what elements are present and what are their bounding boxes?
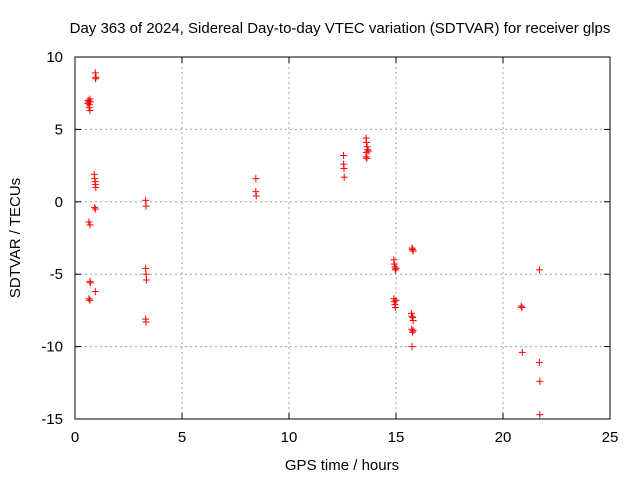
data-point (364, 147, 372, 155)
data-point (409, 327, 417, 335)
data-point (91, 288, 99, 296)
data-point (517, 302, 525, 310)
y-tick-label: -15 (41, 411, 63, 428)
data-point (340, 151, 348, 159)
x-tick-label: 25 (602, 429, 619, 446)
x-axis-label: GPS time / hours (285, 457, 399, 474)
data-point (536, 377, 544, 385)
data-point (91, 204, 99, 212)
data-point (142, 318, 150, 326)
y-tick-label: -10 (41, 339, 63, 356)
data-point (252, 192, 260, 200)
data-point (518, 304, 526, 312)
data-point (409, 317, 417, 325)
data-point (142, 202, 150, 210)
data-point (363, 143, 371, 151)
data-point (409, 247, 417, 255)
axis-ticks: 0 5 10 15 20 25 -15 -10 -5 0 5 10 (41, 49, 618, 446)
data-point (362, 138, 370, 146)
data-point (535, 359, 543, 367)
data-point (408, 244, 416, 252)
data-point (91, 205, 99, 213)
data-point (86, 279, 94, 287)
data-point (407, 309, 415, 317)
plot-frame (74, 56, 611, 420)
data-point (86, 221, 94, 229)
chart-title: Day 363 of 2024, Sidereal Day-to-day VTE… (70, 20, 611, 37)
data-point (86, 296, 94, 304)
data-point (252, 175, 260, 183)
data-point (392, 296, 400, 304)
data-point (408, 325, 416, 333)
data-point (92, 75, 100, 83)
data-point (363, 154, 371, 162)
x-tick-label: 10 (281, 429, 298, 446)
data-point (408, 328, 416, 336)
data-point (408, 312, 416, 320)
data-point (85, 104, 93, 112)
data-point (92, 183, 100, 191)
data-point (86, 107, 94, 115)
data-point (408, 343, 416, 351)
y-tick-label: 10 (46, 49, 63, 66)
y-axis-label: SDTVAR / TECUs (7, 178, 24, 298)
x-tick-label: 20 (495, 429, 512, 446)
data-point (518, 348, 526, 356)
data-point (536, 411, 544, 419)
data-points (84, 69, 544, 419)
y-tick-label: -5 (50, 266, 63, 283)
data-point (85, 218, 93, 226)
data-point (340, 164, 348, 172)
data-point (86, 98, 94, 106)
data-point (142, 276, 150, 284)
data-point (85, 295, 93, 303)
data-point (390, 298, 398, 306)
x-tick-label: 15 (388, 429, 405, 446)
x-tick-label: 0 (71, 429, 79, 446)
data-point (535, 266, 543, 274)
data-point (391, 304, 399, 312)
y-tick-label: 0 (55, 194, 63, 211)
data-point (362, 153, 370, 161)
data-point (390, 260, 398, 268)
x-tick-label: 5 (178, 429, 186, 446)
grid-lines (75, 57, 610, 419)
data-point (391, 266, 399, 274)
y-tick-label: 5 (55, 121, 63, 138)
data-point (340, 173, 348, 181)
data-point (392, 264, 400, 272)
